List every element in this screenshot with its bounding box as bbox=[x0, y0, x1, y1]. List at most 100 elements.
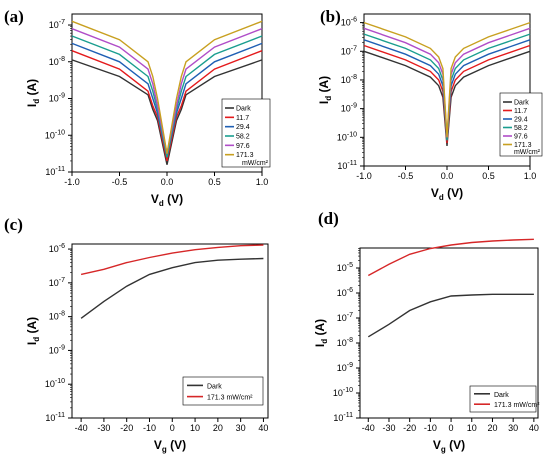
x-tick-label: -40 bbox=[362, 423, 375, 433]
x-tick-label: 1.0 bbox=[256, 177, 269, 187]
y-tick-exponent: -9 bbox=[347, 362, 353, 369]
x-tick-label: -0.5 bbox=[112, 177, 128, 187]
panel-label-c: (c) bbox=[4, 215, 23, 234]
x-tick-label: 0.5 bbox=[482, 171, 495, 181]
legend-label: 97.6 bbox=[514, 134, 528, 141]
x-tick-label: -10 bbox=[424, 423, 437, 433]
y-tick-exponent: -9 bbox=[351, 103, 357, 110]
y-tick-label: 10-8 bbox=[337, 337, 353, 348]
x-axis-label-sub: g bbox=[441, 445, 446, 454]
legend-box bbox=[499, 92, 543, 157]
x-axis-label: Vd (V) bbox=[151, 192, 183, 208]
y-tick-label: 10-7 bbox=[341, 45, 357, 56]
legend-label: Dark bbox=[236, 106, 251, 113]
legend-box bbox=[469, 385, 537, 413]
y-axis-label: Id (A) bbox=[25, 79, 41, 107]
legend-unit: mW/cm² bbox=[242, 160, 269, 167]
series-line-dark bbox=[367, 293, 534, 338]
y-axis-label-unit: (A) bbox=[25, 317, 39, 337]
x-tick-label: 40 bbox=[258, 423, 268, 433]
x-axis-label: Vd (V) bbox=[431, 186, 463, 202]
panel-label-b: (b) bbox=[320, 7, 341, 26]
y-tick-exponent: -7 bbox=[347, 312, 353, 319]
x-tick-label: 20 bbox=[213, 423, 223, 433]
y-tick-exponent: -8 bbox=[351, 74, 357, 81]
series-line-dark bbox=[71, 59, 263, 165]
y-tick-exponent: -6 bbox=[59, 243, 65, 250]
plot-frame bbox=[359, 247, 539, 419]
y-tick-label: 10-11 bbox=[45, 412, 65, 423]
legend-label: 171.3 mW/cm² bbox=[207, 395, 253, 402]
x-tick-label: 0 bbox=[170, 423, 175, 433]
series-line-dark bbox=[363, 50, 531, 146]
legend-label: 58.2 bbox=[236, 134, 250, 141]
y-axis-label-sub: d bbox=[324, 96, 333, 101]
y-axis-label: Id (A) bbox=[313, 319, 329, 347]
y-tick-label: 10-8 bbox=[49, 56, 65, 67]
y-tick-label: 10-9 bbox=[341, 103, 357, 114]
x-axis-label-sub: d bbox=[159, 199, 164, 208]
x-tick-label: 0 bbox=[449, 423, 454, 433]
series-line-171.3 bbox=[71, 20, 263, 154]
plot-frame bbox=[71, 243, 269, 419]
series-line-171.3 bbox=[363, 21, 531, 138]
x-axis-label-unit: (V) bbox=[444, 186, 463, 200]
x-tick-label: 0.0 bbox=[161, 177, 174, 187]
y-tick-exponent: -11 bbox=[343, 412, 353, 419]
y-tick-label: 10-10 bbox=[337, 131, 357, 142]
legend-label: Dark bbox=[494, 392, 509, 399]
x-axis-label: Vg (V) bbox=[433, 438, 465, 454]
x-tick-label: -40 bbox=[75, 423, 88, 433]
x-tick-label: -30 bbox=[97, 423, 110, 433]
x-tick-label: -30 bbox=[382, 423, 395, 433]
legend-label: Dark bbox=[514, 100, 529, 107]
legend-box bbox=[182, 376, 264, 406]
x-tick-label: -10 bbox=[143, 423, 156, 433]
y-tick-label: 10-10 bbox=[45, 129, 65, 140]
chart-panel-b: -1.0 -0.5 0.0 0.5 1.0 10-11 10-10 10-9 10-8 10-7 1… bbox=[317, 13, 543, 202]
x-axis-label-sub: g bbox=[162, 445, 167, 454]
y-tick-exponent: -11 bbox=[347, 160, 357, 167]
series-line-171.3mwcm bbox=[367, 238, 534, 277]
x-tick-label: 1.0 bbox=[524, 171, 537, 181]
x-axis-label-sub: d bbox=[439, 193, 444, 202]
y-tick-exponent: -7 bbox=[351, 45, 357, 52]
chart-panel-a: -1.0 -0.5 0.0 0.5 1.0 10-11 10-10 10-9 10-8 10-7 V… bbox=[25, 13, 271, 208]
y-tick-exponent: -11 bbox=[55, 166, 65, 173]
x-axis-label-unit: (V) bbox=[164, 192, 183, 206]
y-tick-label: 10-11 bbox=[337, 160, 357, 171]
x-axis-label-unit: (V) bbox=[446, 438, 465, 452]
x-tick-label: 40 bbox=[529, 423, 539, 433]
y-axis-label-sub: d bbox=[32, 337, 41, 342]
legend-label: 58.2 bbox=[514, 125, 528, 132]
legend-label: 97.6 bbox=[236, 143, 250, 150]
y-tick-exponent: -8 bbox=[59, 56, 65, 63]
legend-label: 11.7 bbox=[236, 115, 249, 122]
legend-label: 171.3 bbox=[514, 142, 532, 149]
chart-panel-d: -40 -30 -20 -10 0 10 20 30 40 10-11 10-10 10-9 10-8 1… bbox=[313, 238, 540, 454]
x-tick-label: -1.0 bbox=[64, 177, 80, 187]
panel-label-d: (d) bbox=[318, 209, 339, 228]
series-line-58.2 bbox=[363, 33, 531, 141]
y-axis-label-sub: d bbox=[320, 339, 329, 344]
series-line-11.7 bbox=[363, 44, 531, 144]
legend-label: 171.3 bbox=[236, 152, 254, 159]
y-tick-label: 10-7 bbox=[49, 277, 65, 288]
y-tick-label: 10-6 bbox=[341, 17, 357, 28]
y-tick-label: 10-9 bbox=[337, 362, 353, 373]
x-axis-label-unit: (V) bbox=[167, 438, 186, 452]
chart-panel-c: -40 -30 -20 -10 0 10 20 30 40 10-11 10-10 10-9 10-8 1… bbox=[25, 243, 269, 454]
y-tick-label: 10-8 bbox=[49, 311, 65, 322]
y-tick-exponent: -10 bbox=[347, 131, 357, 138]
legend-unit: mW/cm² bbox=[514, 149, 541, 156]
y-tick-label: 10-5 bbox=[337, 262, 353, 273]
x-tick-label: 30 bbox=[508, 423, 518, 433]
y-tick-label: 10-10 bbox=[45, 378, 65, 389]
series-line-58.2 bbox=[71, 35, 263, 158]
y-tick-exponent: -8 bbox=[347, 337, 353, 344]
y-tick-exponent: -7 bbox=[59, 277, 65, 284]
legend-label: 29.4 bbox=[236, 124, 250, 131]
x-tick-label: 0.5 bbox=[208, 177, 221, 187]
y-tick-exponent: -6 bbox=[351, 17, 357, 24]
